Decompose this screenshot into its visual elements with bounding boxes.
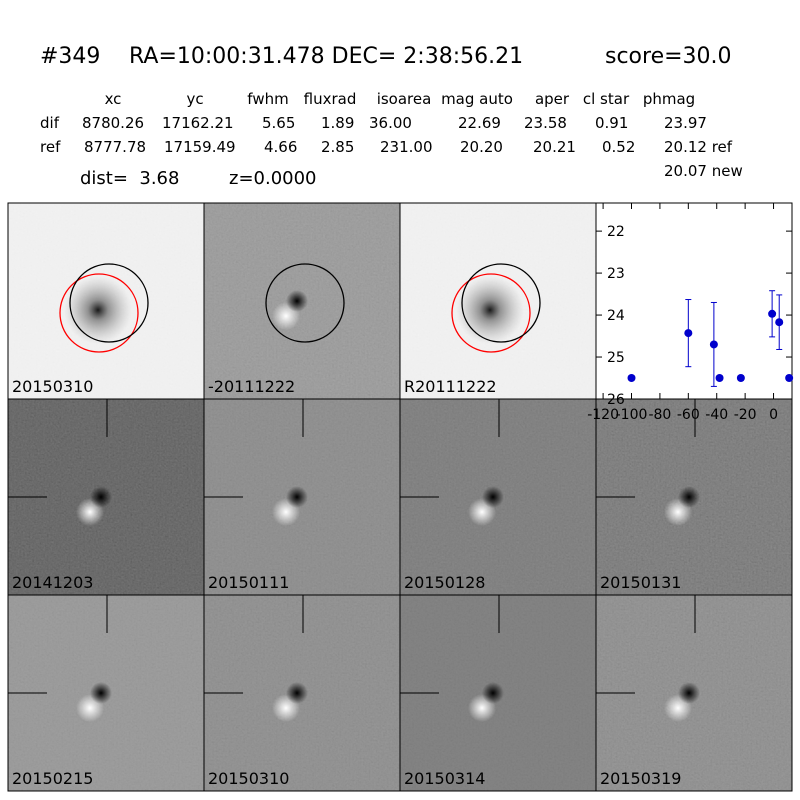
table-cell: 1.89 [321,114,354,132]
positive-residual [90,682,112,704]
positive-residual [286,682,308,704]
table-cell: 20.21 [533,138,576,156]
stamp-grid: 20150310 -20111222 R20111222 20141203 201501… [7,202,793,792]
y-tick-label: 26 [607,392,625,408]
coordinates: RA=10:00:31.478 DEC= 2:38:56.21 [129,44,523,69]
data-point [775,318,784,327]
score: score=30.0 [605,44,732,69]
x-tick-label: -60 [677,407,700,423]
table-cell: 8777.78 [84,138,146,156]
y-tick-label: 22 [607,224,625,240]
x-tick-label: -20 [734,407,757,423]
positive-residual [678,486,700,508]
table-cell: 231.00 [380,138,433,156]
table-cell: 0.91 [595,114,628,132]
positive-residual [286,486,308,508]
redshift: z=0.0000 [229,168,317,189]
column-header: fluxrad [304,90,357,108]
table-cell: 0.52 [602,138,635,156]
stamp-label: 20141203 [12,573,93,592]
stamp: 20150310 [203,594,401,792]
search-circle [461,263,541,343]
x-tick-label: -40 [705,407,728,423]
source [64,276,132,344]
stamp-frame [595,594,793,792]
x-tick-label: 0 [769,407,778,423]
ref-circle [451,273,531,353]
stamp-label: 20150319 [600,769,681,788]
column-header: fwhm [247,90,288,108]
stamp-label: 20150215 [12,769,93,788]
table-cell: 4.66 [264,138,297,156]
stamp-label: 20150310 [208,769,289,788]
table-cell: 22.69 [458,114,501,132]
stamp-label: -20111222 [208,377,295,396]
column-header: xc [105,90,122,108]
column-header: yc [186,90,203,108]
distance: dist= 3.68 [80,168,179,189]
column-header: mag auto [441,90,513,108]
table-cell: 20.20 [460,138,503,156]
positive-residual [482,486,504,508]
plot-area [595,202,793,400]
stamp: R20111222 [399,202,597,400]
positive-residual [286,290,308,312]
table-cell: 20.12 ref [664,138,733,156]
phmag-new: 20.07 new [664,162,743,180]
stamp-label: 20150111 [208,573,289,592]
x-tick-label: -120 [587,407,619,423]
table-cell: 17162.21 [162,114,234,132]
data-point [627,374,636,383]
data-point [768,309,777,318]
positive-residual [678,682,700,704]
table-cell: 5.65 [262,114,295,132]
table-cell: 17159.49 [164,138,236,156]
stamp: 20150314 [399,594,597,792]
table-cell: 8780.26 [82,114,144,132]
light-curve: 22 23 24 25 26-120-100 -80 -60 -40 -20 0 [587,202,794,423]
y-tick-label: 23 [607,266,625,282]
stamp: 20150319 [595,594,793,792]
stamp: 20150131 [595,398,793,596]
row-label: dif [40,114,60,132]
table-cell: 23.58 [524,114,567,132]
source [456,276,524,344]
column-header: aper [535,90,570,108]
table-cell: 36.00 [369,114,412,132]
search-circle [69,263,149,343]
positive-residual [90,486,112,508]
stamp: 20141203 [7,398,205,596]
row-label: ref [40,138,61,156]
x-tick-label: -80 [648,407,671,423]
data-point [785,374,794,383]
ref-circle [59,273,139,353]
column-header: cl star [583,90,630,108]
table-cell: 23.97 [664,114,707,132]
stamp-label: 20150128 [404,573,485,592]
stamp: 20150111 [203,398,401,596]
x-tick-label: -100 [616,407,648,423]
column-header: phmag [643,90,695,108]
stats-table: xc yc fwhm fluxrad isoarea mag auto aper cl sta… [40,90,733,156]
y-tick-label: 24 [607,308,625,324]
positive-residual [482,682,504,704]
table-cell: 2.85 [321,138,354,156]
stamp-label: 20150314 [404,769,485,788]
column-header: isoarea [377,90,432,108]
stamp: -20111222 [203,202,401,400]
stamp-label: 20150310 [12,377,93,396]
data-point [709,340,718,349]
data-point [684,329,693,338]
stamp: 20150310 [7,202,205,400]
data-point [715,374,724,383]
stamp: 20150128 [399,398,597,596]
stamp-label: R20111222 [404,377,497,396]
stamp-label: 20150131 [600,573,681,592]
y-tick-label: 25 [607,350,625,366]
stamp: 20150215 [7,594,205,792]
data-point [736,374,745,383]
candidate-id: #349 [40,44,100,69]
search-circle [265,263,345,343]
